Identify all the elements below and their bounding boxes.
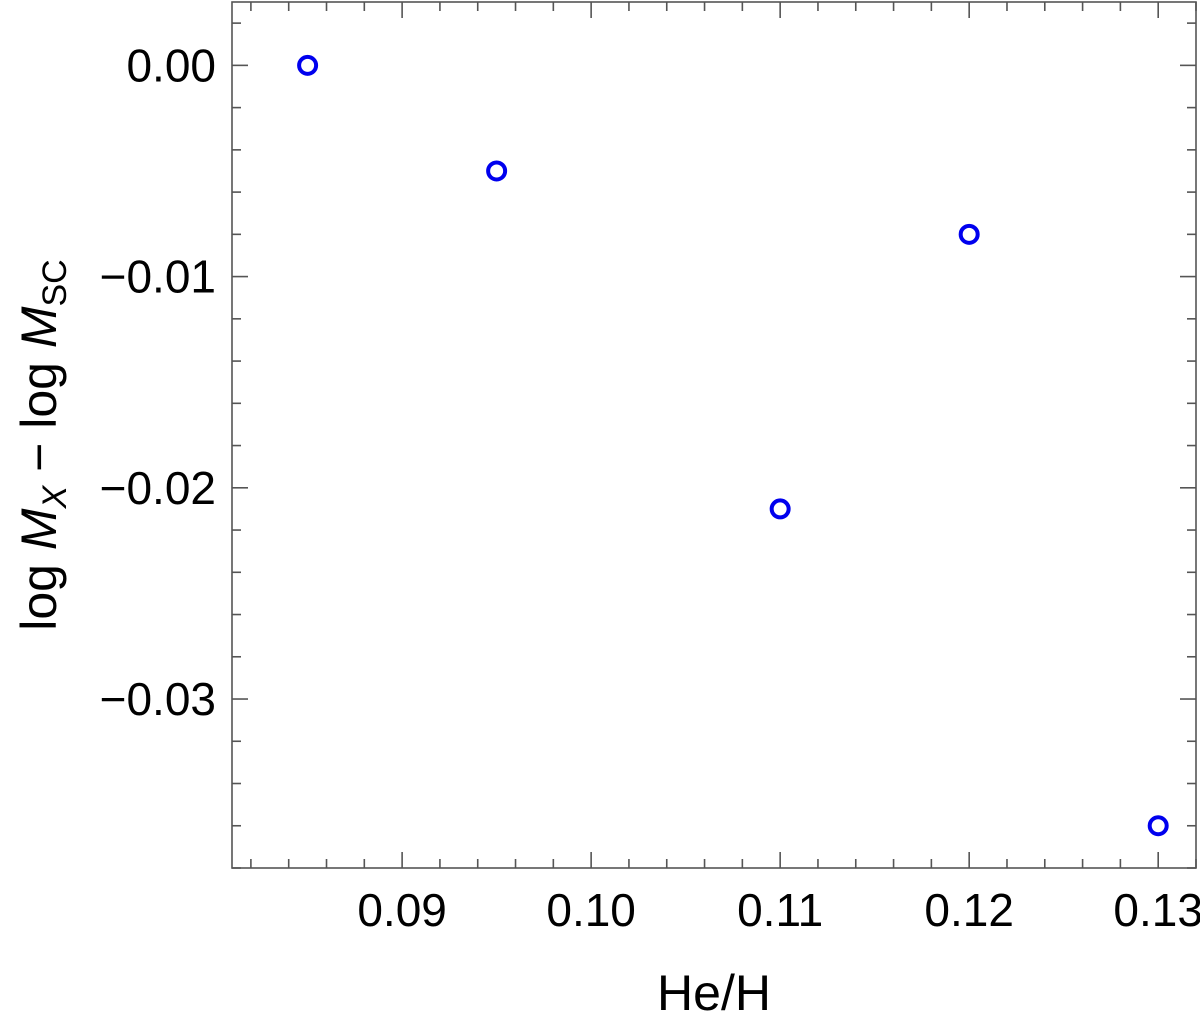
data-point <box>297 54 319 76</box>
plot-frame <box>231 1 1197 869</box>
y-tick-label: −0.03 <box>100 673 216 725</box>
data-point <box>958 223 980 245</box>
y-tick-labels: 0.00 −0.01 −0.02 −0.03 <box>100 39 216 725</box>
data-point <box>769 498 791 520</box>
y-axis-title-sub-x: X <box>36 484 74 509</box>
x-tick-label: 0.11 <box>737 884 823 936</box>
y-tick-label: −0.02 <box>100 462 216 514</box>
x-tick-label: 0.10 <box>546 884 636 936</box>
x-tick-label: 0.09 <box>357 884 447 936</box>
data-point <box>486 160 508 182</box>
x-tick-label: 0.12 <box>924 884 1014 936</box>
y-axis-title-mdot-x: M <box>11 508 67 550</box>
y-axis-title-mdot-sc: M <box>11 306 67 348</box>
x-axis-title: He/H <box>657 965 771 1021</box>
y-tick-label: 0.00 <box>126 39 216 91</box>
data-points <box>297 54 1169 837</box>
data-point <box>1147 815 1169 837</box>
y-axis-title: log MX − log MSC <box>11 259 74 630</box>
ticks <box>232 2 1197 869</box>
x-tick-label: 0.13 <box>1113 884 1200 936</box>
x-tick-labels: 0.09 0.10 0.11 0.12 0.13 <box>357 884 1200 936</box>
y-tick-label: −0.01 <box>100 251 216 303</box>
y-axis-title-sub-sc: SC <box>36 259 74 306</box>
y-axis-title-minus-log: − log <box>11 348 67 486</box>
y-axis-title-log: log <box>11 550 67 631</box>
